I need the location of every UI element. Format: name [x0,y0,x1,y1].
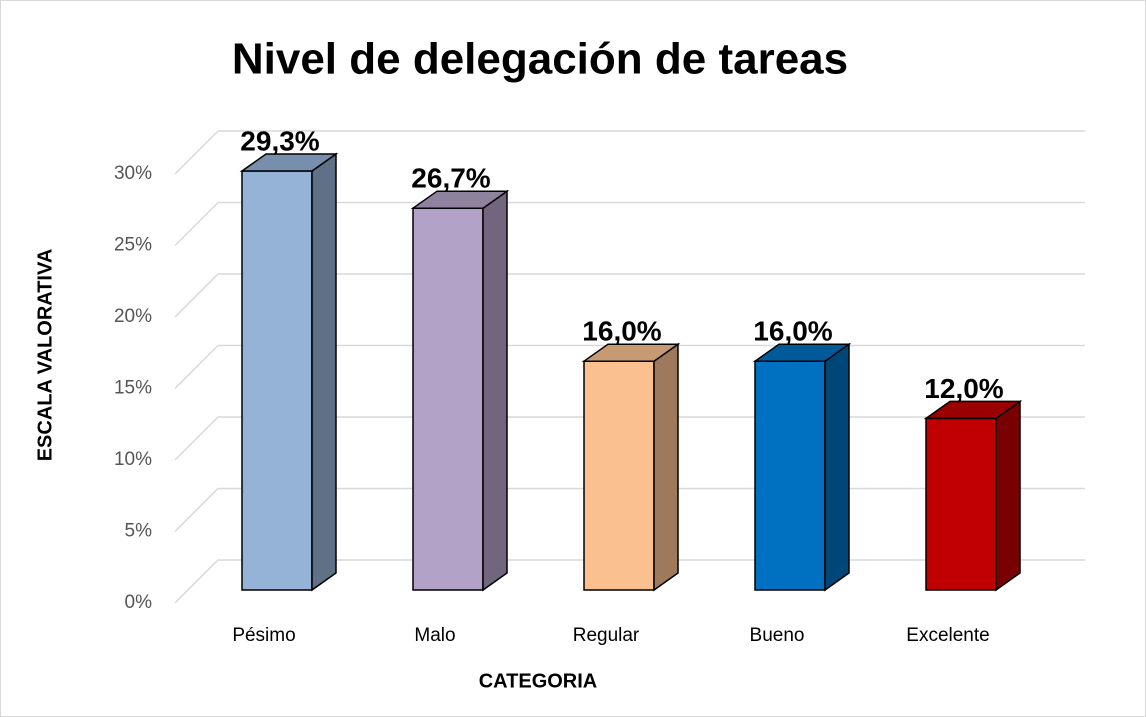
grid-line-side [174,273,219,318]
y-tick-label: 25% [114,235,152,256]
data-label: 29,3% [240,125,319,156]
bar-side [482,189,508,592]
x-tick-label: Pésimo [232,625,295,646]
y-tick-label: 0% [125,592,153,613]
bar-side [824,342,850,592]
bar-top [923,400,1023,420]
bar-front [412,207,484,591]
y-tick-label: 30% [114,163,152,184]
bar-side [653,342,679,592]
y-tick-label: 10% [114,449,152,470]
x-tick-label: Bueno [750,625,805,646]
bar-top [410,190,510,209]
x-axis-label: CATEGORIA [479,670,598,692]
bar-side [311,152,337,592]
bar-top [239,153,339,172]
x-tick-label: Malo [414,625,455,646]
y-tick-label: 15% [114,378,152,399]
grid-line-side [174,130,219,175]
y-tick-label: 20% [114,306,152,327]
bar-top [581,343,681,362]
bar-front [583,360,655,591]
bar-side [995,399,1021,592]
y-tick-label: 5% [125,521,153,542]
grid-line-side [174,559,219,604]
bar-front [241,170,313,591]
grid-line-side [174,416,219,461]
x-tick-label: Excelente [906,625,989,646]
chart-title: Nivel de delegación de tareas [232,35,848,84]
grid-line-side [174,344,219,390]
bar-front [925,417,997,591]
data-label: 26,7% [411,163,490,194]
y-axis-label: ESCALA VALORATIVA [34,249,56,462]
data-label: 16,0% [582,316,661,347]
grid-line-side [174,487,219,533]
grid-line-side [174,201,219,247]
data-label: 12,0% [924,373,1003,404]
data-label: 16,0% [753,316,832,347]
x-tick-label: Regular [573,625,640,646]
bar-top [752,343,852,362]
bar-front [754,360,826,591]
